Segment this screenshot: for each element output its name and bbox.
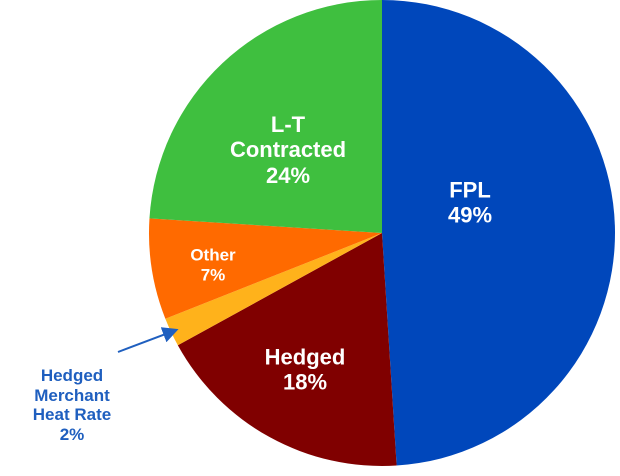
slice-label: L-T Contracted 24% bbox=[223, 112, 353, 188]
slice-value-label: 49% bbox=[447, 203, 493, 228]
slice-value-label: 24% bbox=[265, 162, 311, 188]
callout-arrow bbox=[117, 327, 179, 353]
slice-name: Other bbox=[190, 245, 236, 265]
pie-slice bbox=[382, 0, 615, 466]
slice-name: Hedged Merchant Heat Rate bbox=[32, 365, 112, 424]
slice-label: Hedged Merchant Heat Rate 2% bbox=[27, 366, 117, 444]
slice-value-label: 18% bbox=[282, 370, 328, 395]
slice-label: Other 7% bbox=[173, 245, 253, 284]
slice-name: L-T Contracted bbox=[229, 112, 347, 163]
slice-name: Hedged bbox=[264, 344, 346, 370]
slice-label: Hedged 18% bbox=[245, 345, 365, 396]
pie-slice bbox=[149, 0, 382, 233]
slice-label: FPL 49% bbox=[410, 178, 530, 229]
slice-name: FPL bbox=[449, 177, 491, 203]
slice-value-label: 7% bbox=[200, 265, 226, 284]
pie-slice bbox=[149, 218, 382, 319]
pie-slice bbox=[177, 233, 397, 466]
pie-slice bbox=[165, 233, 382, 346]
slice-value-label: 2% bbox=[59, 424, 85, 444]
